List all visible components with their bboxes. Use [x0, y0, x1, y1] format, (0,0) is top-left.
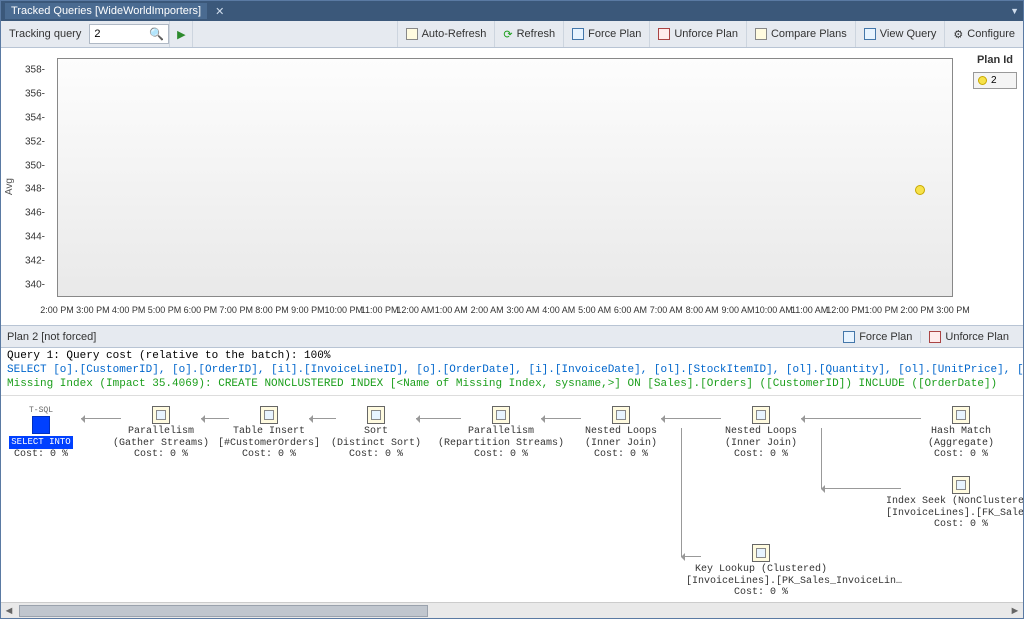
- x-tick: 9:00 AM: [721, 305, 754, 315]
- plan-bar-label: Plan 2 [not forced]: [7, 331, 96, 343]
- y-tick: 346-: [25, 208, 45, 219]
- auto-refresh-icon: [406, 28, 418, 40]
- plan-arrow: [681, 556, 701, 557]
- y-tick: 340-: [25, 280, 45, 291]
- x-tick: 3:00 AM: [506, 305, 539, 315]
- close-tab-icon[interactable]: ✕: [215, 5, 224, 18]
- title-bar: Tracked Queries [WideWorldImporters] ✕ ▼: [1, 1, 1023, 21]
- x-tick: 10:00 AM: [755, 305, 793, 315]
- y-tick: 350-: [25, 160, 45, 171]
- force-plan-icon: [572, 28, 584, 40]
- plan-arrow: [309, 418, 336, 419]
- plan-op-keylookup[interactable]: Key Lookup (Clustered)[InvoiceLines].[PK…: [686, 544, 836, 599]
- unforce-plan-icon: [658, 28, 670, 40]
- y-tick: 352-: [25, 136, 45, 147]
- configure-button[interactable]: ⚙Configure: [944, 21, 1023, 47]
- y-tick: 344-: [25, 232, 45, 243]
- tracking-query-input[interactable]: [94, 28, 147, 40]
- x-tick: 12:00 PM: [826, 305, 865, 315]
- legend-header: Plan Id: [973, 54, 1017, 66]
- plan-op-seek[interactable]: Index Seek (NonClustered)[InvoiceLines].…: [886, 476, 1023, 531]
- auto-refresh-button[interactable]: Auto-Refresh: [397, 21, 495, 47]
- toolbar: Tracking query 🔍 ▶ Auto-Refresh ⟳Refresh…: [1, 21, 1023, 48]
- x-tick: 3:00 PM: [76, 305, 110, 315]
- scroll-right-icon[interactable]: ►: [1007, 605, 1023, 617]
- plan-arrow: [416, 418, 461, 419]
- legend-item[interactable]: 2: [973, 72, 1017, 89]
- compare-plans-icon: [755, 28, 767, 40]
- plan-arrow: [541, 418, 581, 419]
- search-icon[interactable]: 🔍: [149, 27, 164, 41]
- unforce-plan-button[interactable]: Unforce Plan: [649, 21, 746, 47]
- legend-swatch-icon: [978, 76, 987, 85]
- plan-arrow: [81, 418, 121, 419]
- x-tick: 7:00 PM: [219, 305, 253, 315]
- y-axis-label: Avg: [1, 48, 17, 325]
- x-tick: 5:00 PM: [148, 305, 182, 315]
- force-plan-icon: [843, 331, 855, 343]
- query-text: Query 1: Query cost (relative to the bat…: [1, 348, 1023, 396]
- horizontal-scrollbar[interactable]: ◄ ►: [1, 602, 1023, 618]
- x-tick: 2:00 AM: [471, 305, 504, 315]
- plan-op-nl2[interactable]: Nested Loops(Inner Join)Cost: 0 %: [686, 406, 836, 461]
- plan-op-nl1[interactable]: Nested Loops(Inner Join)Cost: 0 %: [546, 406, 696, 461]
- chart-data-point[interactable]: [915, 185, 925, 195]
- x-tick: 6:00 AM: [614, 305, 647, 315]
- y-tick: 354-: [25, 112, 45, 123]
- view-query-icon: [864, 28, 876, 40]
- execution-plan[interactable]: T-SQLSELECT INTOCost: 0 %Parallelism(Gat…: [1, 396, 1023, 602]
- scroll-thumb[interactable]: [19, 605, 428, 617]
- x-tick: 11:00 PM: [361, 305, 399, 315]
- plan-connector: [681, 428, 682, 556]
- refresh-button[interactable]: ⟳Refresh: [494, 21, 563, 47]
- plan-arrow: [661, 418, 721, 419]
- x-tick: 4:00 AM: [542, 305, 575, 315]
- refresh-icon: ⟳: [503, 28, 512, 41]
- legend: Plan Id 2: [967, 48, 1023, 325]
- x-tick: 6:00 PM: [184, 305, 218, 315]
- compare-plans-button[interactable]: Compare Plans: [746, 21, 855, 47]
- gear-icon: ⚙: [953, 28, 963, 41]
- x-tick: 3:00 PM: [936, 305, 970, 315]
- plan-bar: Plan 2 [not forced] Force Plan Unforce P…: [1, 326, 1023, 348]
- y-tick: 358-: [25, 64, 45, 75]
- chart[interactable]: 340- 342- 344- 346- 348- 350- 352- 354- 356- 358-…: [17, 48, 967, 325]
- x-tick: 8:00 PM: [255, 305, 289, 315]
- tab-dropdown-icon[interactable]: ▼: [1010, 6, 1019, 16]
- tab-title[interactable]: Tracked Queries [WideWorldImporters]: [5, 3, 207, 19]
- x-tick: 11:00 AM: [791, 305, 828, 315]
- x-tick: 4:00 PM: [112, 305, 146, 315]
- x-tick: 2:00 PM: [40, 305, 74, 315]
- x-tick: 9:00 PM: [291, 305, 325, 315]
- x-tick: 12:00 AM: [396, 305, 434, 315]
- force-plan-button[interactable]: Force Plan: [563, 21, 649, 47]
- plan-connector: [821, 428, 822, 488]
- y-tick: 348-: [25, 184, 45, 195]
- x-tick: 1:00 AM: [435, 305, 468, 315]
- x-tick: 10:00 PM: [324, 305, 363, 315]
- unforce-plan-icon: [929, 331, 941, 343]
- y-tick: 342-: [25, 256, 45, 267]
- view-query-button[interactable]: View Query: [855, 21, 945, 47]
- x-tick: 7:00 AM: [650, 305, 683, 315]
- tracking-query-input-wrap[interactable]: 🔍: [89, 24, 169, 44]
- plan-arrow: [821, 488, 901, 489]
- plan-force-button[interactable]: Force Plan: [835, 331, 920, 343]
- plan-unforce-button[interactable]: Unforce Plan: [920, 331, 1017, 343]
- plan-arrow: [201, 418, 229, 419]
- x-tick: 1:00 PM: [865, 305, 899, 315]
- scroll-left-icon[interactable]: ◄: [1, 605, 17, 617]
- x-tick: 8:00 AM: [686, 305, 719, 315]
- play-button[interactable]: ▶: [169, 21, 193, 47]
- x-tick: 5:00 AM: [578, 305, 611, 315]
- y-tick: 356-: [25, 88, 45, 99]
- x-tick: 2:00 PM: [900, 305, 934, 315]
- plan-arrow: [801, 418, 921, 419]
- plan-op-hash[interactable]: Hash Match(Aggregate)Cost: 0 %: [886, 406, 1023, 461]
- tracking-query-label: Tracking query: [1, 21, 89, 47]
